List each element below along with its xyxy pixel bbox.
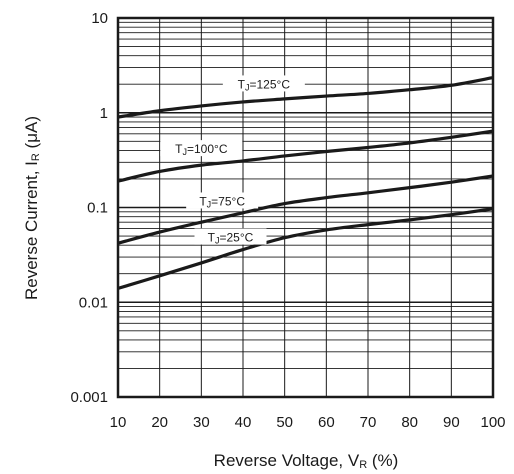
- series-line: [117, 207, 494, 290]
- curve-labels: TJ=125°C TJ=100°C TJ=75°C TJ=25°C: [160, 75, 305, 246]
- curve-label-background: [194, 228, 267, 245]
- curve-label: TJ=125°C: [238, 77, 291, 92]
- x-tick-label: 50: [276, 414, 293, 431]
- series-line: [117, 129, 494, 183]
- plot-frame: [116, 16, 495, 399]
- curve-label-background: [222, 75, 305, 92]
- x-tick-label: 30: [193, 414, 210, 431]
- x-tick-label: 60: [318, 414, 335, 431]
- x-tick-label: 20: [151, 414, 168, 431]
- y-axis-title: Reverse Current, IR (μA): [22, 116, 42, 300]
- x-tick-label: 100: [480, 414, 505, 431]
- tick-labels: 10 20 30 40 50 60 70 80 90 100 0.001 0.01 0.1 1 10: [70, 10, 505, 431]
- y-tick-label: 10: [91, 10, 108, 27]
- curve-label-background: [186, 192, 259, 209]
- x-tick-label: 40: [235, 414, 252, 431]
- curve-label: TJ=75°C: [199, 194, 245, 209]
- x-tick-label: 70: [360, 414, 377, 431]
- curve-label: TJ=25°C: [208, 231, 254, 246]
- y-tick-label: 0.001: [70, 389, 108, 406]
- y-tick-label: 0.1: [87, 200, 108, 217]
- series-line: [117, 174, 494, 245]
- x-tick-label: 80: [401, 414, 418, 431]
- grid: [118, 18, 493, 397]
- curve-label: TJ=100°C: [175, 142, 228, 157]
- x-axis-title: Reverse Voltage, VR (%): [214, 451, 399, 471]
- y-tick-label: 1: [100, 105, 108, 122]
- x-tick-label: 90: [443, 414, 460, 431]
- y-tick-label: 0.01: [79, 294, 108, 311]
- curve-label-background: [160, 140, 243, 157]
- curves: [117, 76, 494, 290]
- x-tick-label: 10: [110, 414, 127, 431]
- series-line: [117, 76, 494, 119]
